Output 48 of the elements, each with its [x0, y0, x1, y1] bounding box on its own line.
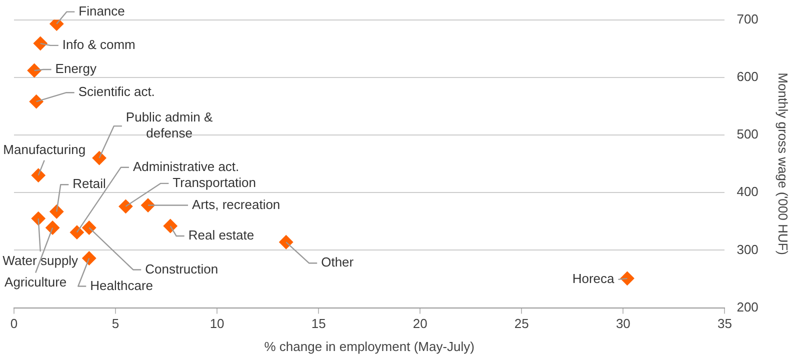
y-tick-label: 700 — [736, 11, 758, 26]
annotation: Administrative act. — [132, 158, 240, 174]
x-tick-label: 25 — [514, 316, 529, 332]
annotation: Horeca — [572, 271, 615, 286]
point — [118, 199, 133, 214]
annotation: Real estate — [188, 228, 254, 243]
point — [27, 63, 42, 78]
x-tick-label: 10 — [210, 316, 224, 332]
annotation: Scientific act. — [78, 84, 155, 100]
x-tick-label: 20 — [412, 316, 428, 332]
point — [46, 220, 60, 235]
point — [620, 271, 634, 286]
point — [279, 235, 294, 250]
y-tick-label: 300 — [736, 242, 758, 257]
y-tick-label: 600 — [736, 68, 758, 84]
annotation: Public admin & defense — [126, 110, 213, 141]
y-axis-title: Monthly gross wage ('000 HUF) — [776, 72, 791, 255]
point — [29, 94, 44, 109]
point — [33, 36, 48, 50]
annotation: Manufacturing — [3, 142, 86, 157]
y-tick-label: 500 — [736, 126, 758, 142]
point — [92, 151, 106, 166]
y-tick-label: 200 — [736, 299, 758, 314]
point — [82, 251, 96, 266]
annotation: Info & comm — [62, 36, 136, 52]
x-tick-label: 15 — [311, 316, 326, 332]
annotation: Healthcare — [90, 278, 154, 293]
annotation: Transportation — [172, 175, 256, 190]
point — [163, 219, 178, 234]
annotation: Retail — [72, 176, 106, 192]
point — [31, 212, 46, 226]
annotation: Agriculture — [4, 274, 67, 290]
point — [50, 204, 64, 219]
x-axis-title: % change in employment (May-July) — [264, 338, 474, 354]
point — [82, 220, 96, 235]
annotation: Arts, recreation — [192, 196, 280, 212]
annotation: Finance — [78, 3, 125, 18]
point — [70, 225, 84, 240]
x-tick-label: 0 — [10, 316, 18, 332]
annotation: Construction — [145, 261, 218, 276]
point — [31, 168, 46, 182]
annotation: Energy — [55, 61, 97, 76]
annotation: Other — [321, 254, 354, 270]
annotation: Water supply — [2, 253, 79, 268]
x-tick-label: 35 — [717, 316, 732, 332]
x-tick-label: 30 — [616, 316, 630, 332]
y-tick-label: 400 — [736, 184, 758, 200]
x-tick-label: 5 — [112, 316, 120, 332]
